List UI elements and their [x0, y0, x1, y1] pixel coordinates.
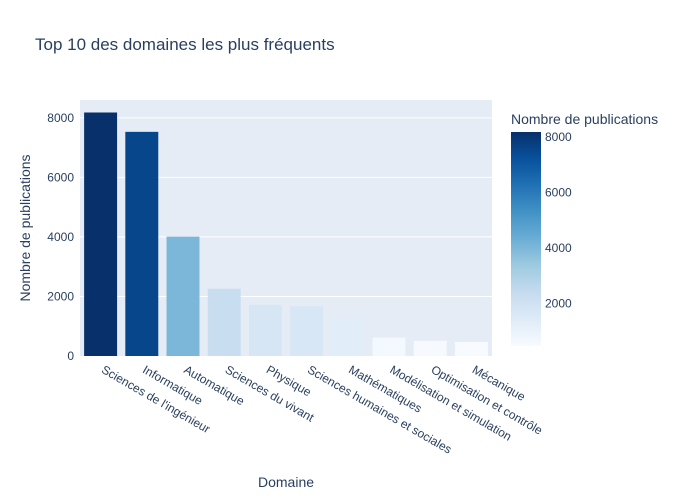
bar	[125, 131, 159, 356]
colorbar-tick-label: 6000	[545, 186, 572, 200]
colorbar-title: Nombre de publications	[511, 111, 658, 127]
y-tick-label: 0	[67, 349, 74, 363]
colorbar-tick-label: 4000	[545, 241, 572, 255]
bar	[290, 306, 324, 356]
colorbar-ticks: 2000 4000 6000 8000	[545, 130, 572, 311]
colorbar-tick-label: 8000	[545, 130, 572, 144]
bar	[207, 288, 241, 356]
y-axis-ticks: 0 2000 4000 6000 8000	[47, 111, 74, 363]
bar	[454, 342, 488, 356]
y-tick-label: 8000	[47, 111, 74, 125]
bar	[248, 304, 282, 356]
colorbar	[511, 132, 541, 346]
colorbar-tick-label: 2000	[545, 297, 572, 311]
y-tick-label: 6000	[47, 170, 74, 184]
bar	[413, 340, 447, 356]
x-axis-ticks: Sciences de l'ingénieurInformatiqueAutom…	[99, 362, 545, 456]
bars	[84, 112, 488, 357]
y-axis-title: Nombre de publications	[17, 154, 33, 301]
bar	[331, 316, 365, 356]
x-axis-title: Domaine	[258, 474, 314, 490]
bar	[166, 236, 200, 356]
chart-title: Top 10 des domaines les plus fréquents	[35, 35, 335, 54]
bar	[372, 337, 406, 356]
bar	[84, 112, 118, 357]
y-tick-label: 4000	[47, 230, 74, 244]
y-tick-label: 2000	[47, 289, 74, 303]
